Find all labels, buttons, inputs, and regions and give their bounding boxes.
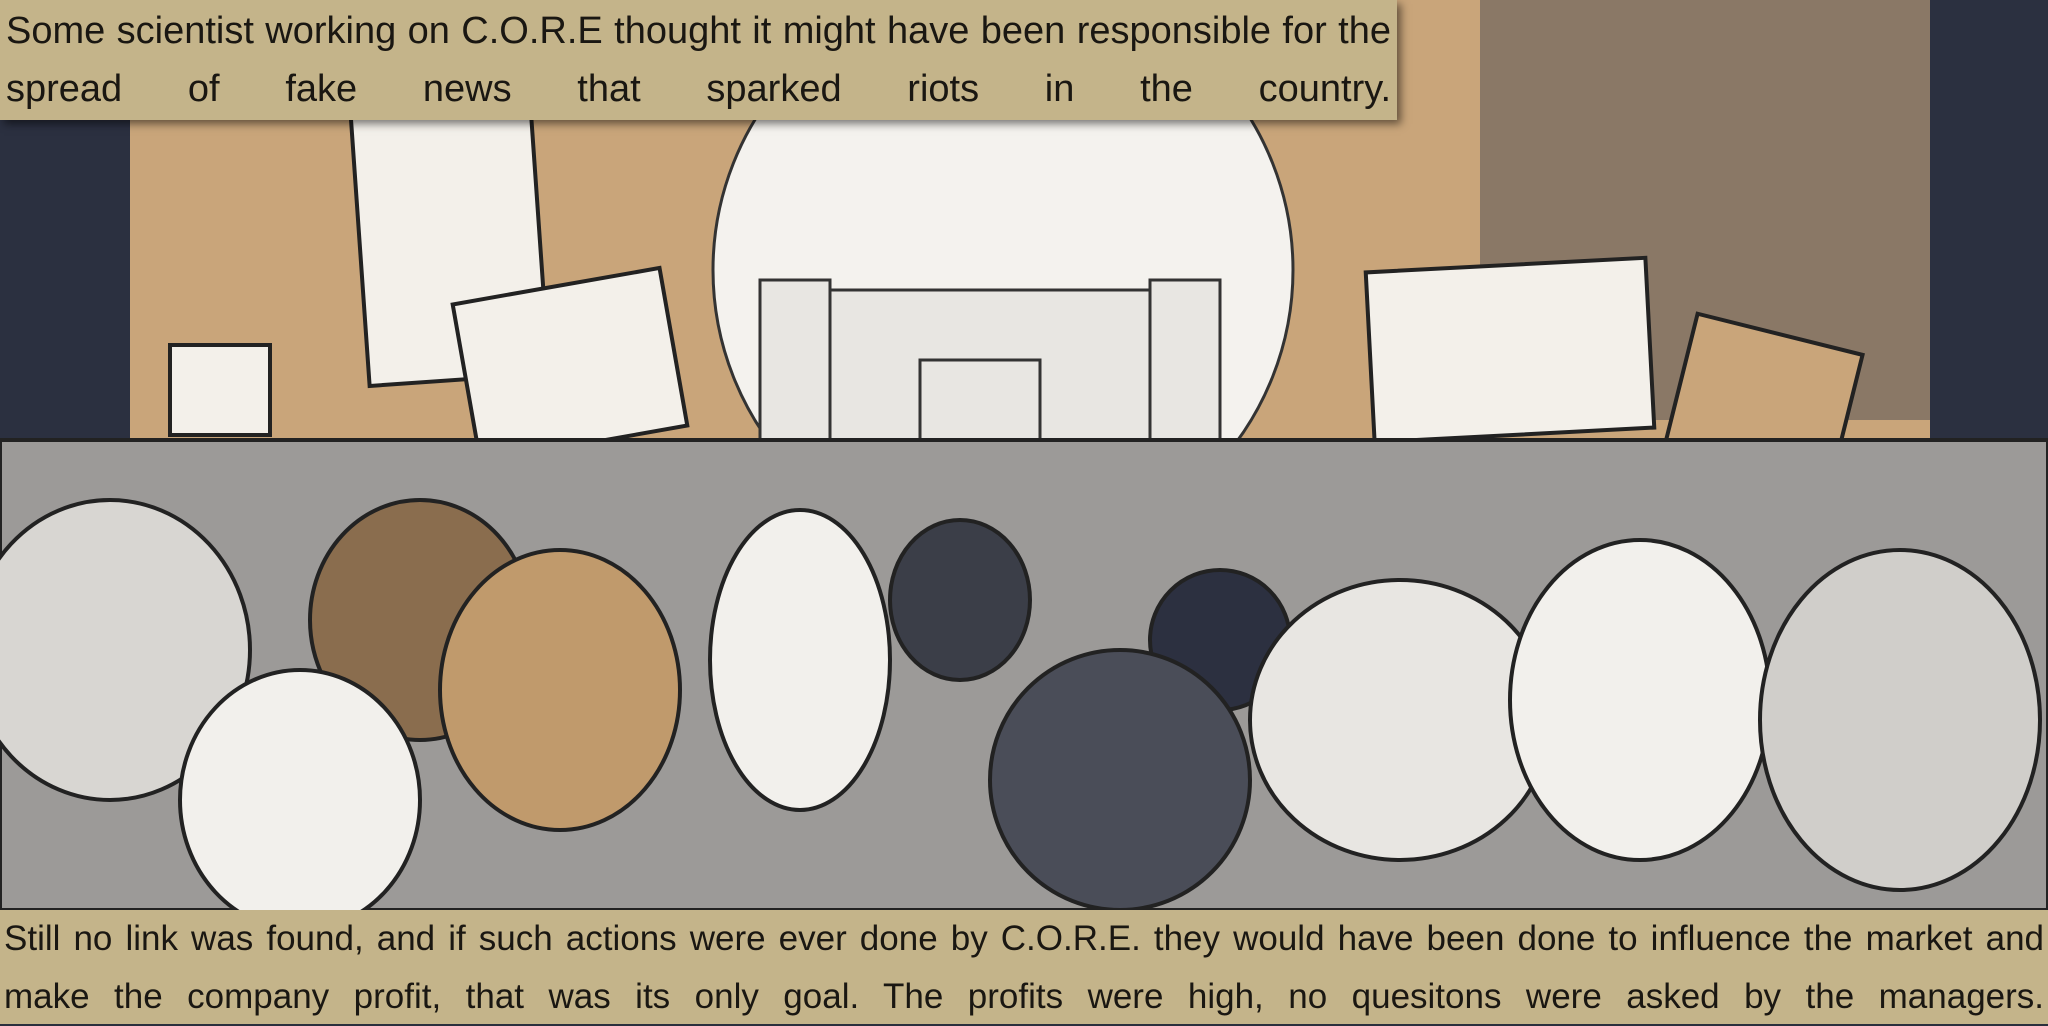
crowd (0, 438, 2048, 932)
caption-bottom: Still no link was found, and if such act… (0, 910, 2048, 1024)
building (758, 278, 1222, 452)
caption-top: Some scientist working on C.O.R.E though… (0, 0, 1397, 120)
